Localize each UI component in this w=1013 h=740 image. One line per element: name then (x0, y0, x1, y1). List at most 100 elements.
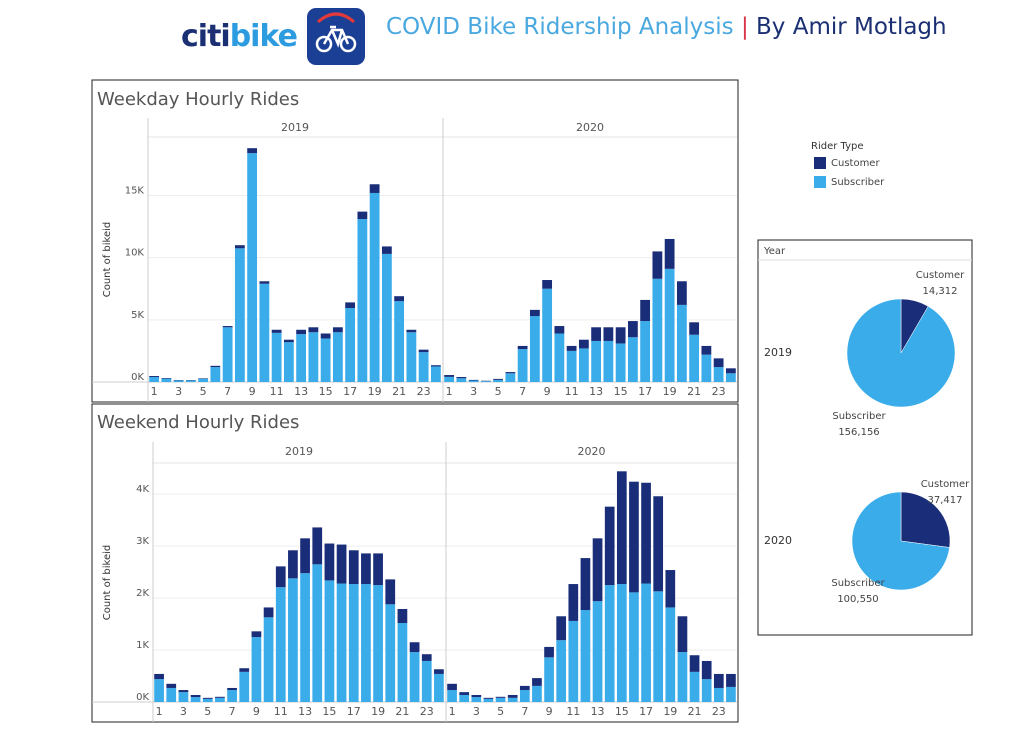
bar-segment (259, 283, 270, 382)
bar-segment (532, 685, 542, 702)
x-tick-label: 7 (224, 385, 231, 398)
bar-segment (263, 607, 274, 618)
bar-segment (676, 304, 687, 382)
bar-segment (409, 642, 420, 653)
legend-label: Subscriber (831, 177, 885, 188)
bar-segment (529, 316, 540, 382)
bar-segment (468, 379, 479, 381)
bar-segment (345, 302, 356, 309)
x-tick-label: 1 (151, 385, 158, 398)
bar-segment (222, 326, 233, 328)
bar-segment (373, 553, 383, 586)
bar-segment (713, 358, 724, 368)
bar-segment (556, 616, 567, 641)
row-label: 2020 (764, 534, 792, 547)
bar-segment (154, 673, 164, 680)
bar-segment (664, 238, 675, 269)
bar-segment (190, 694, 201, 698)
title-author: By Amir Motlagh (756, 14, 947, 40)
slice-value: 14,312 (923, 286, 958, 297)
x-tick-label: 9 (253, 705, 260, 718)
x-tick-label: 23 (712, 385, 726, 398)
bar-segment (519, 690, 530, 702)
pie-slice (851, 491, 950, 591)
bar-segment (653, 591, 664, 702)
y-tick-label: 0K (131, 372, 144, 383)
slice-label: Customer (916, 270, 965, 281)
bar-segment (603, 340, 614, 382)
bar-segment (397, 608, 408, 624)
x-tick-label: 3 (470, 385, 477, 398)
x-tick-label: 15 (614, 385, 628, 398)
pie-frame (757, 239, 973, 636)
bar-segment (604, 585, 615, 702)
bar-segment (361, 584, 371, 702)
panel-title: 2020 (578, 445, 606, 458)
bar-segment (568, 620, 579, 702)
bar-segment (532, 678, 542, 686)
bar-segment (554, 326, 565, 334)
x-tick-label: 23 (712, 705, 726, 718)
bar-segment (701, 345, 712, 355)
bar-segment (713, 687, 724, 702)
bar-segment (640, 321, 651, 382)
bar-segment (308, 327, 319, 333)
bar-segment (591, 340, 602, 382)
bar-segment (566, 350, 577, 382)
bar-segment (677, 616, 688, 653)
x-tick-label: 21 (395, 705, 409, 718)
bar-segment (493, 378, 504, 380)
bar-segment (652, 251, 663, 279)
bar-segment (456, 378, 467, 382)
bar-segment (234, 245, 245, 249)
bar-segment (308, 332, 319, 382)
bar-segment (381, 246, 392, 254)
x-tick-label: 19 (371, 705, 385, 718)
bar-segment (468, 380, 479, 382)
chart-title: Weekend Hourly Rides (97, 412, 299, 433)
bar-segment (227, 690, 237, 702)
x-tick-label: 5 (495, 385, 502, 398)
bar-segment (456, 377, 467, 379)
bar-segment (409, 652, 420, 702)
bar-segment (580, 558, 591, 611)
logo: citibike (181, 19, 297, 54)
bar-segment (603, 327, 614, 341)
bar-segment (357, 211, 368, 220)
title-separator: | (741, 14, 749, 40)
bar-segment (381, 253, 392, 382)
bar-segment (507, 694, 518, 698)
legend-label: Customer (831, 158, 880, 169)
x-tick-label: 21 (392, 385, 406, 398)
y-axis-title: Count of bikeid (102, 222, 113, 298)
bar-segment (185, 380, 196, 382)
x-tick-label: 3 (180, 705, 187, 718)
bar-segment (166, 687, 177, 702)
bar-segment (664, 268, 675, 382)
bar-segment (178, 690, 189, 693)
y-tick-label: 0K (136, 692, 149, 703)
bar-segment (161, 378, 172, 382)
bar-segment (418, 352, 429, 382)
x-tick-label: 19 (663, 385, 677, 398)
bar-segment (627, 337, 638, 382)
bar-segment (725, 373, 736, 382)
bar-segment (210, 365, 221, 368)
bar-segment (336, 544, 347, 584)
bar-segment (554, 333, 565, 382)
bar-segment (385, 579, 396, 605)
bar-segment (357, 219, 368, 382)
bar-segment (677, 652, 688, 702)
bar-segment (283, 342, 294, 382)
bar-segment (447, 683, 457, 691)
y-tick-label: 5K (131, 310, 144, 321)
bar-segment (202, 698, 213, 702)
bar-segment (288, 578, 298, 702)
x-tick-label: 1 (446, 385, 453, 398)
bar-segment (166, 683, 177, 688)
bar-segment (234, 248, 245, 382)
y-tick-label: 2K (136, 588, 149, 599)
bar-segment (251, 631, 262, 638)
bar-segment (259, 281, 270, 284)
bar-segment (616, 471, 627, 585)
